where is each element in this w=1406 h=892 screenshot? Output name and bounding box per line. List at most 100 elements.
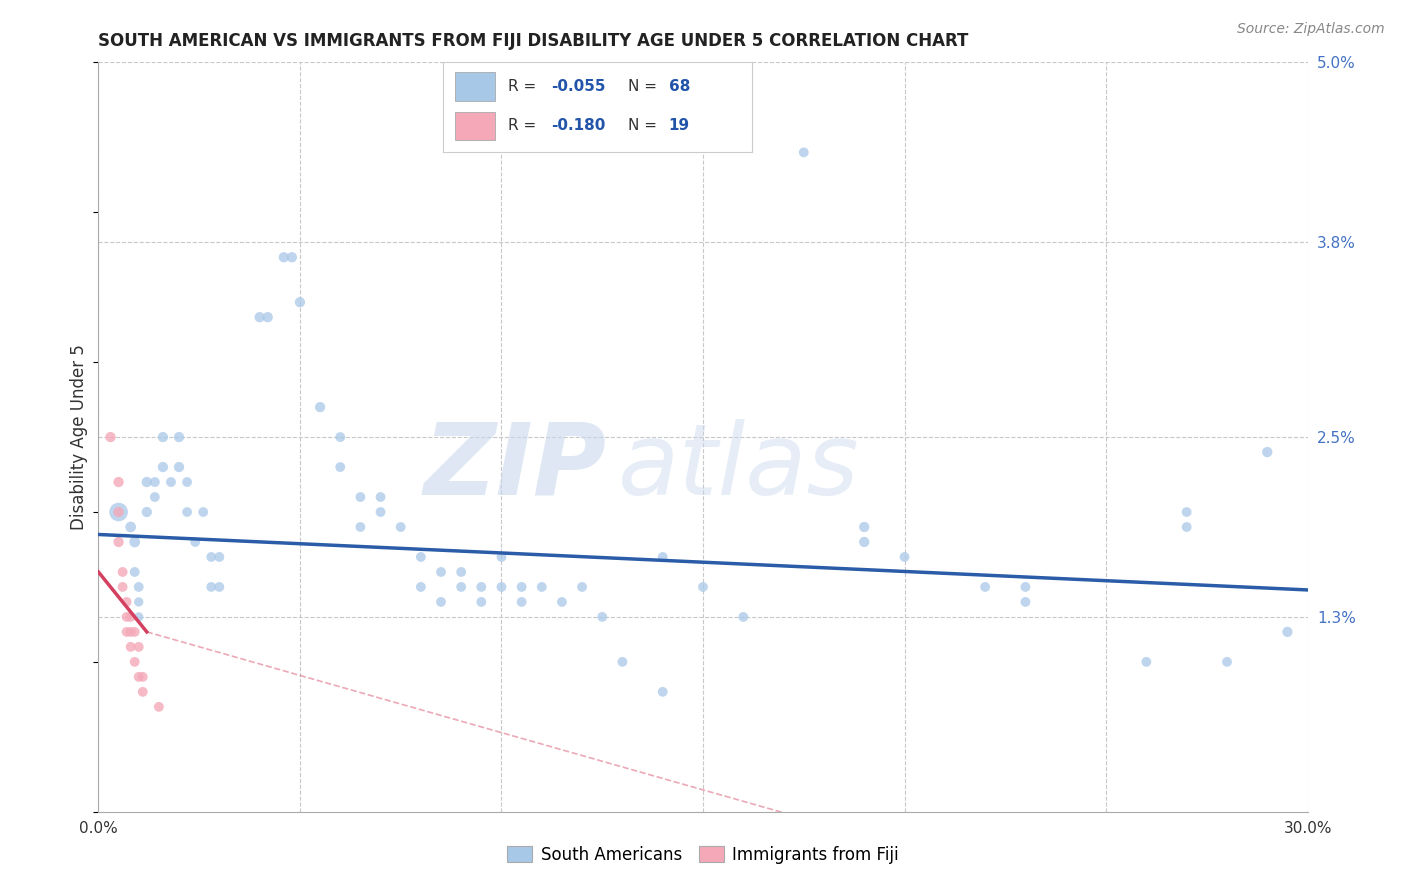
Point xyxy=(124,535,146,549)
Point xyxy=(132,670,155,684)
Point xyxy=(853,535,876,549)
Point xyxy=(1216,655,1239,669)
Point xyxy=(793,145,815,160)
Point xyxy=(273,250,295,264)
Point xyxy=(100,430,122,444)
Point xyxy=(115,624,138,639)
Point xyxy=(430,565,453,579)
Point xyxy=(974,580,997,594)
Text: 68: 68 xyxy=(669,79,690,94)
Point xyxy=(450,580,472,594)
Text: 19: 19 xyxy=(669,119,690,133)
Point xyxy=(120,640,142,654)
Point xyxy=(107,505,129,519)
Text: N =: N = xyxy=(628,119,662,133)
Point xyxy=(510,580,533,594)
Point xyxy=(143,475,166,489)
Point xyxy=(167,430,190,444)
Point xyxy=(124,624,146,639)
Point xyxy=(1175,505,1198,519)
Point xyxy=(135,505,157,519)
Point xyxy=(256,310,278,325)
Point xyxy=(591,610,613,624)
Bar xyxy=(456,72,495,101)
Point xyxy=(200,580,222,594)
Text: R =: R = xyxy=(508,119,541,133)
Y-axis label: Disability Age Under 5: Disability Age Under 5 xyxy=(70,344,89,530)
Point xyxy=(329,460,352,475)
Point xyxy=(349,490,371,504)
Point xyxy=(530,580,553,594)
Point xyxy=(148,699,170,714)
Point xyxy=(120,610,142,624)
Point xyxy=(1014,580,1036,594)
Point xyxy=(128,580,150,594)
Point xyxy=(1256,445,1278,459)
Text: SOUTH AMERICAN VS IMMIGRANTS FROM FIJI DISABILITY AGE UNDER 5 CORRELATION CHART: SOUTH AMERICAN VS IMMIGRANTS FROM FIJI D… xyxy=(98,32,969,50)
Bar xyxy=(456,112,495,140)
Point xyxy=(193,505,215,519)
Point xyxy=(470,580,492,594)
Point xyxy=(152,460,174,475)
Point xyxy=(249,310,271,325)
Point xyxy=(1014,595,1036,609)
Text: ZIP: ZIP xyxy=(423,418,606,516)
Point xyxy=(128,640,150,654)
Point xyxy=(309,400,332,414)
Text: Source: ZipAtlas.com: Source: ZipAtlas.com xyxy=(1237,22,1385,37)
Point xyxy=(120,624,142,639)
Point xyxy=(115,595,138,609)
Point xyxy=(160,475,183,489)
Point xyxy=(893,549,915,564)
Point xyxy=(409,580,432,594)
Point xyxy=(571,580,593,594)
Point xyxy=(551,595,574,609)
Point xyxy=(107,505,129,519)
Point xyxy=(128,670,150,684)
Point xyxy=(288,295,311,310)
Point xyxy=(143,490,166,504)
Legend: South Americans, Immigrants from Fiji: South Americans, Immigrants from Fiji xyxy=(501,839,905,871)
Point xyxy=(124,565,146,579)
Point xyxy=(329,430,352,444)
Point xyxy=(115,610,138,624)
Point xyxy=(132,685,155,699)
Point xyxy=(430,595,453,609)
Point xyxy=(409,549,432,564)
Point xyxy=(389,520,412,534)
Point xyxy=(692,580,714,594)
Point xyxy=(853,520,876,534)
Point xyxy=(111,580,134,594)
Point xyxy=(120,520,142,534)
Point xyxy=(370,490,392,504)
Text: atlas: atlas xyxy=(619,418,860,516)
Point xyxy=(176,505,198,519)
Point xyxy=(208,580,231,594)
Point xyxy=(152,430,174,444)
Point xyxy=(733,610,755,624)
Point xyxy=(107,475,129,489)
Point xyxy=(176,475,198,489)
Point xyxy=(1277,624,1299,639)
Point xyxy=(510,595,533,609)
Text: N =: N = xyxy=(628,79,662,94)
Point xyxy=(349,520,371,534)
Point xyxy=(612,655,634,669)
Point xyxy=(491,549,513,564)
Point xyxy=(450,565,472,579)
Point xyxy=(470,595,492,609)
Point xyxy=(208,549,231,564)
Point xyxy=(124,655,146,669)
Point xyxy=(184,535,207,549)
Text: R =: R = xyxy=(508,79,541,94)
Point xyxy=(1175,520,1198,534)
Point xyxy=(281,250,304,264)
Point xyxy=(370,505,392,519)
Point xyxy=(651,549,673,564)
Point xyxy=(491,580,513,594)
Point xyxy=(651,685,673,699)
Point xyxy=(167,460,190,475)
Point xyxy=(111,565,134,579)
Text: -0.180: -0.180 xyxy=(551,119,606,133)
Point xyxy=(1135,655,1157,669)
